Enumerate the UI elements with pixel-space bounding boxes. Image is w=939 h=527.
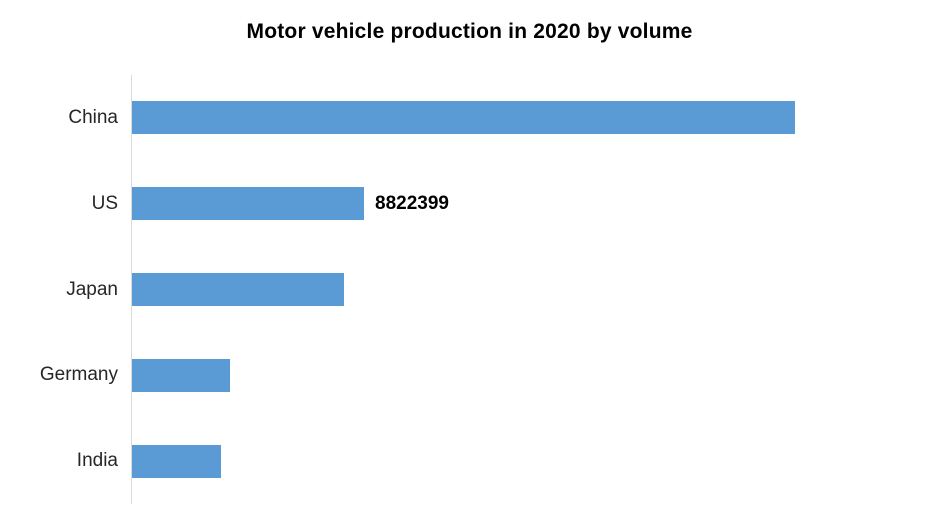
category-label: Japan xyxy=(66,278,118,300)
bar xyxy=(132,101,796,135)
category-label: Germany xyxy=(39,364,118,386)
bar xyxy=(132,444,222,478)
category-label: US xyxy=(91,192,118,214)
chart-title: Motor vehicle production in 2020 by volu… xyxy=(246,20,693,43)
bar xyxy=(132,273,345,306)
category-axis-line xyxy=(131,75,132,504)
bar xyxy=(132,187,365,221)
bar xyxy=(132,358,231,392)
category-label: India xyxy=(76,450,118,472)
category-label: China xyxy=(68,106,118,128)
data-label: 8822399 xyxy=(375,192,449,214)
